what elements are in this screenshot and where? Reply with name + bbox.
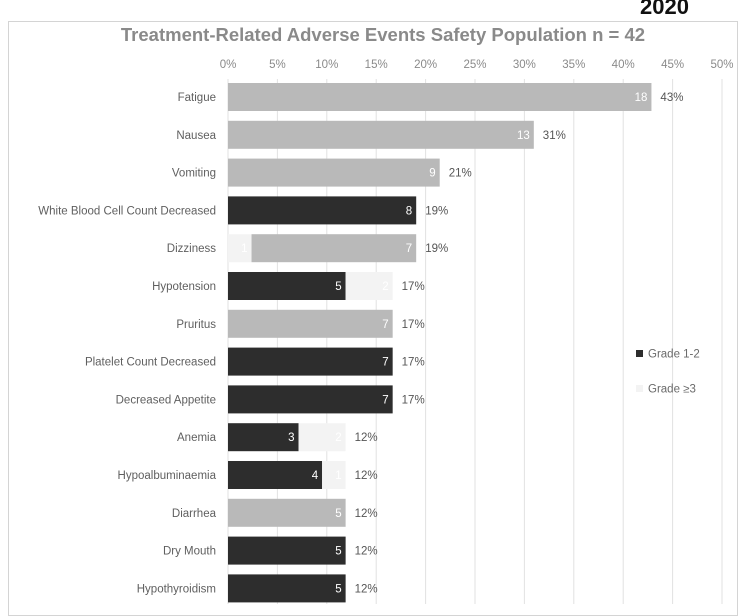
bar-percent-label: 12% (355, 546, 378, 558)
bar-percent-label: 17% (402, 357, 425, 369)
x-tick-label: 20% (414, 59, 437, 71)
x-tick-label: 30% (513, 59, 536, 71)
bar-segment (322, 461, 346, 489)
bar-value-label: 13 (517, 130, 530, 142)
bar-value-label: 7 (382, 357, 388, 369)
bar-segment (228, 234, 252, 263)
bar-segment (228, 536, 346, 565)
bar-value-label: 5 (335, 508, 341, 520)
category-label: Dizziness (167, 243, 216, 255)
bar-value-label: 8 (406, 205, 412, 217)
bar-value-label: 5 (335, 583, 341, 595)
bar-value-label: 9 (429, 168, 435, 180)
bar-percent-label: 17% (402, 394, 425, 406)
category-label: Diarrhea (172, 508, 217, 520)
bar-value-label: 7 (382, 394, 388, 406)
x-tick-label: 15% (365, 59, 388, 71)
legend-label: Grade 1-2 (648, 349, 700, 361)
category-label: White Blood Cell Count Decreased (38, 205, 216, 217)
bar-percent-label: 17% (402, 281, 425, 293)
category-label: Hypotension (152, 281, 216, 293)
bar-value-label: 1 (241, 243, 247, 255)
bar-value-label: 3 (288, 432, 294, 444)
bar-percent-label: 12% (355, 432, 378, 444)
category-label: Decreased Appetite (116, 394, 216, 406)
category-label: Platelet Count Decreased (85, 357, 216, 369)
chart-title: Treatment-Related Adverse Events Safety … (121, 24, 645, 45)
bar-segment (228, 347, 393, 376)
legend: Grade 1-2 Grade ≥3 (636, 349, 700, 396)
x-axis-ticks: 0% 5% 10% 15% 20% 25% 30% 35% 40% 45% 50% (220, 59, 734, 71)
bar-segment (228, 158, 440, 187)
bar-value-label: 5 (335, 546, 341, 558)
corner-label: 2020 (640, 0, 689, 19)
x-tick-label: 5% (269, 59, 286, 71)
bar-value-label: 7 (406, 243, 412, 255)
bars: 18 43%13 31%9 21%8 19%1 7 19%5 2 17%7 17%7 17%7 17%… (228, 83, 683, 603)
bar-segment (228, 272, 346, 300)
category-labels: Fatigue Nausea Vomiting White Blood Cell Co… (38, 92, 216, 595)
bar-percent-label: 12% (355, 470, 378, 482)
bar-percent-label: 31% (543, 130, 566, 142)
bar-segment (228, 461, 323, 489)
x-tick-label: 45% (661, 59, 684, 71)
bar-percent-label: 12% (355, 508, 378, 520)
bar-segment (228, 574, 346, 603)
category-label: Nausea (176, 130, 216, 142)
x-tick-label: 40% (612, 59, 635, 71)
bar-percent-label: 21% (449, 168, 472, 180)
bar-segment (345, 272, 393, 300)
bar-value-label: 5 (335, 281, 341, 293)
bar-segment (251, 234, 417, 263)
bar-segment (228, 498, 346, 527)
category-label: Hypothyroidism (137, 583, 216, 595)
legend-swatch (636, 385, 643, 392)
bar-value-label: 1 (335, 470, 341, 482)
legend-swatch (636, 350, 643, 357)
category-label: Anemia (177, 432, 217, 444)
bar-value-label: 2 (382, 281, 388, 293)
bar-value-label: 7 (382, 319, 388, 331)
bar-segment (228, 83, 652, 111)
x-tick-label: 25% (463, 59, 486, 71)
bar-percent-label: 17% (402, 319, 425, 331)
bar-segment (228, 309, 393, 338)
category-label: Dry Mouth (163, 546, 216, 558)
bar-segment (228, 196, 417, 225)
bar-percent-label: 43% (660, 92, 683, 104)
category-label: Hypoalbuminaemia (118, 470, 217, 482)
x-tick-label: 10% (315, 59, 338, 71)
bar-segment (298, 423, 346, 452)
bar-percent-label: 12% (355, 583, 378, 595)
category-label: Fatigue (178, 92, 216, 104)
bar-value-label: 18 (635, 92, 648, 104)
x-tick-label: 35% (562, 59, 585, 71)
category-label: Vomiting (172, 168, 216, 180)
bar-value-label: 4 (312, 470, 319, 482)
bar-segment (228, 385, 393, 414)
bar-segment (228, 423, 299, 452)
bar-percent-label: 19% (425, 205, 448, 217)
category-label: Pruritus (176, 319, 216, 331)
x-tick-label: 0% (220, 59, 237, 71)
x-tick-label: 50% (710, 59, 733, 71)
legend-label: Grade ≥3 (648, 384, 696, 396)
bar-segment (228, 120, 534, 149)
bar-value-label: 2 (335, 432, 341, 444)
bar-percent-label: 19% (425, 243, 448, 255)
